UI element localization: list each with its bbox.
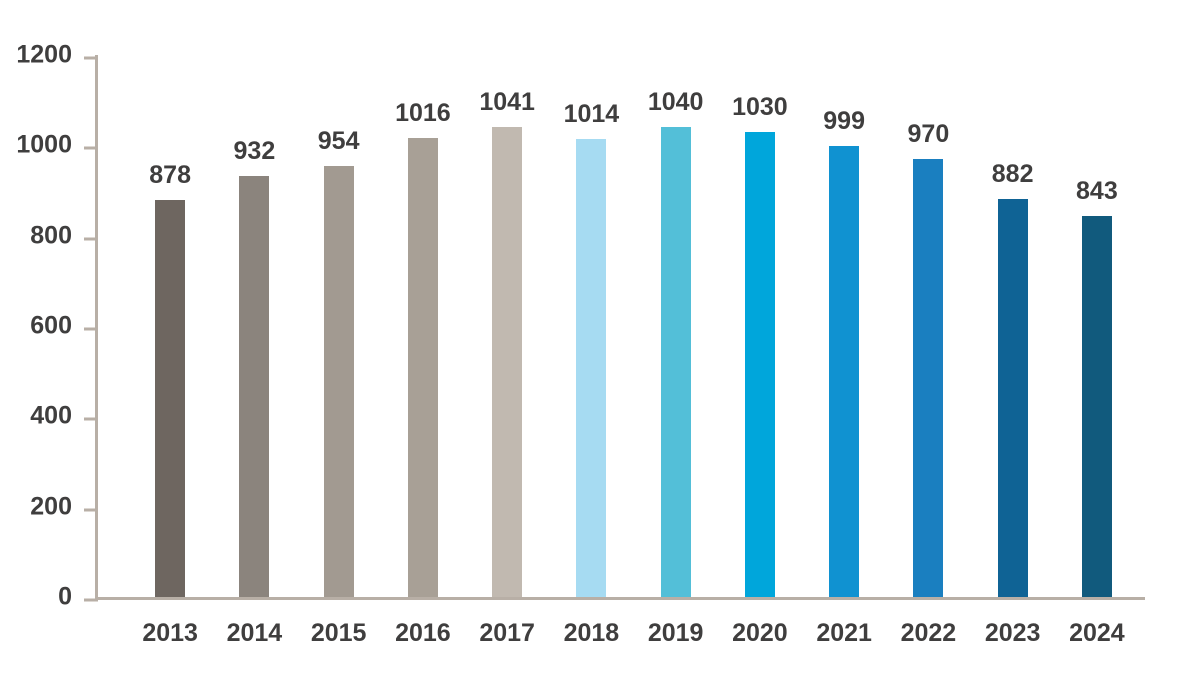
x-axis-category-label: 2018: [563, 619, 620, 647]
x-axis-category-label: 2021: [816, 619, 872, 647]
bar-group-2016: 1016 2016: [393, 55, 453, 647]
y-axis-tick: [84, 417, 98, 421]
bar: [576, 139, 607, 597]
bar-value-label: 882: [991, 159, 1034, 188]
bar-value-label: 843: [1076, 177, 1118, 206]
bars-container: 878 2013 932 2014 954 2015 1016 2016 1041 2017 101…: [98, 55, 1145, 647]
y-axis-tick-label: 1000: [16, 130, 72, 159]
x-axis-category-label: 2013: [142, 619, 198, 647]
bar-group-2018: 1014 2018: [561, 55, 621, 647]
y-axis-tick-label: 200: [30, 492, 72, 521]
x-axis-category-label: 2017: [479, 619, 535, 647]
y-axis-tick: [84, 56, 98, 60]
bar-value-label: 878: [149, 161, 191, 190]
bar: [155, 200, 186, 597]
bar: [407, 138, 438, 597]
bar-group-2015: 954 2015: [309, 55, 369, 647]
plot-area: 878 2013 932 2014 954 2015 1016 2016 1041 2017 101…: [16, 41, 1145, 647]
bar-value-label: 1016: [395, 99, 451, 128]
y-axis-tick-label: 1200: [16, 40, 72, 69]
bar-value-label: 1014: [563, 100, 620, 129]
x-axis-category-label: 2014: [226, 619, 283, 647]
bar-group-2013: 878 2013: [140, 55, 200, 647]
y-axis-tick-label: 800: [30, 221, 72, 250]
x-axis-category-label: 2022: [900, 619, 957, 647]
bar-value-label: 1030: [732, 92, 788, 121]
bar-value-label: 970: [907, 119, 950, 148]
bar-group-2019: 1040 2019: [646, 55, 706, 647]
y-axis-tick: [84, 508, 98, 512]
bar-group-2023: 882 2023: [983, 55, 1043, 647]
bar: [239, 176, 270, 597]
bar-value-label: 932: [233, 137, 276, 166]
y-axis-tick-label: 0: [58, 582, 72, 611]
bar: [913, 158, 944, 597]
x-axis-category-label: 2015: [310, 619, 367, 647]
y-axis-tick: [84, 146, 98, 150]
bar-group-2021: 999 2021: [814, 55, 874, 647]
bar-value-label: 999: [823, 106, 865, 135]
bar: [323, 166, 354, 597]
x-axis-category-label: 2023: [984, 619, 1041, 647]
bar-value-label: 1040: [647, 88, 704, 117]
x-axis-category-label: 2019: [647, 619, 704, 647]
bar: [660, 127, 691, 597]
y-axis-tick-label: 600: [30, 311, 72, 340]
bar: [492, 126, 523, 597]
bar-group-2014: 932 2014: [224, 55, 284, 647]
bar-group-2020: 1030 2020: [730, 55, 790, 647]
bar-value-label: 1041: [479, 87, 535, 116]
y-axis-tick: [84, 598, 98, 602]
bar: [744, 131, 775, 597]
bar-group-2022: 970 2022: [898, 55, 958, 647]
bar: [1081, 216, 1112, 597]
x-axis-category-label: 2024: [1069, 619, 1125, 647]
bar: [829, 145, 860, 597]
x-axis-category-label: 2020: [732, 619, 788, 647]
x-axis-category-label: 2016: [395, 619, 451, 647]
bar-group-2024: 843 2024: [1067, 55, 1127, 647]
bar-group-2017: 1041 2017: [477, 55, 537, 647]
y-axis-tick-label: 400: [30, 401, 72, 430]
bar-value-label: 954: [317, 127, 360, 156]
y-axis-tick: [84, 237, 98, 241]
bar: [997, 198, 1028, 597]
y-axis-tick: [84, 327, 98, 331]
